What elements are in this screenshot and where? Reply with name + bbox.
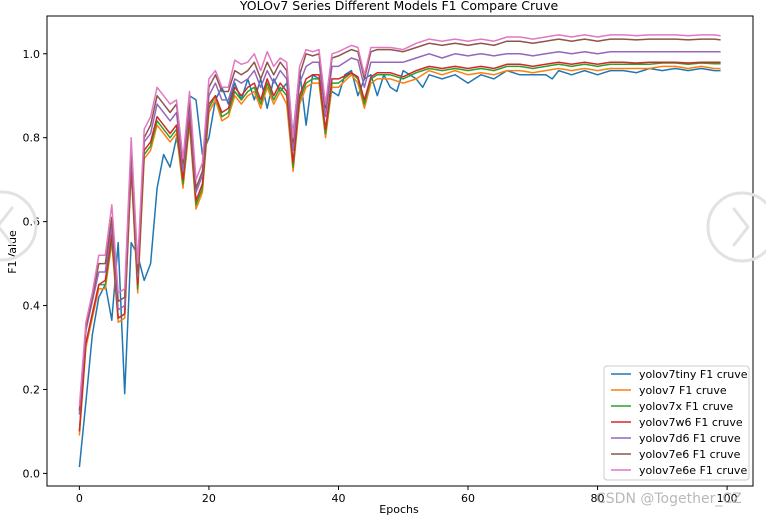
series-line-5 <box>78 50 721 415</box>
x-tick-label: 60 <box>461 492 475 505</box>
legend-label: yolov7 F1 cruve <box>639 384 727 397</box>
series-line-4 <box>78 61 721 432</box>
watermark: CSDN @Together_CZ <box>596 491 742 507</box>
legend-label: yolov7d6 F1 cruve <box>639 432 741 445</box>
y-tick-label: 0.4 <box>23 300 41 313</box>
legend-label: yolov7x F1 cruve <box>639 400 733 413</box>
legend-label: yolov7e6e F1 cruve <box>639 464 747 477</box>
y-axis: 0.00.20.40.60.81.0 <box>23 48 47 480</box>
y-tick-label: 0.0 <box>23 467 41 480</box>
chart-title: YOLOv7 Series Different Models F1 Compar… <box>239 0 559 13</box>
x-axis: 0 20 40 60 80 100 <box>76 486 738 505</box>
y-tick-label: 0.8 <box>23 132 41 145</box>
x-tick-label: 0 <box>76 492 83 505</box>
chevron-right-icon[interactable] <box>706 191 766 263</box>
x-tick-label: 100 <box>717 492 738 505</box>
series-layer <box>78 34 721 468</box>
series-line-6 <box>78 38 721 411</box>
legend-label: yolov7w6 F1 cruve <box>639 416 743 429</box>
series-line-7 <box>78 34 721 407</box>
x-tick-label: 20 <box>202 492 216 505</box>
legend-label: yolov7tiny F1 cruve <box>639 368 748 381</box>
x-tick-label: 40 <box>331 492 345 505</box>
legend-label: yolov7e6 F1 cruve <box>639 448 741 461</box>
y-tick-label: 1.0 <box>23 48 41 61</box>
chevron-left-icon[interactable] <box>0 190 38 262</box>
x-tick-label: 80 <box>591 492 605 505</box>
x-axis-label: Epochs <box>379 503 419 515</box>
plot-frame <box>46 15 754 487</box>
legend: yolov7tiny F1 cruve yolov7 F1 cruve yolov7… <box>603 365 750 481</box>
legend-box <box>603 365 750 481</box>
y-tick-label: 0.2 <box>23 383 41 396</box>
